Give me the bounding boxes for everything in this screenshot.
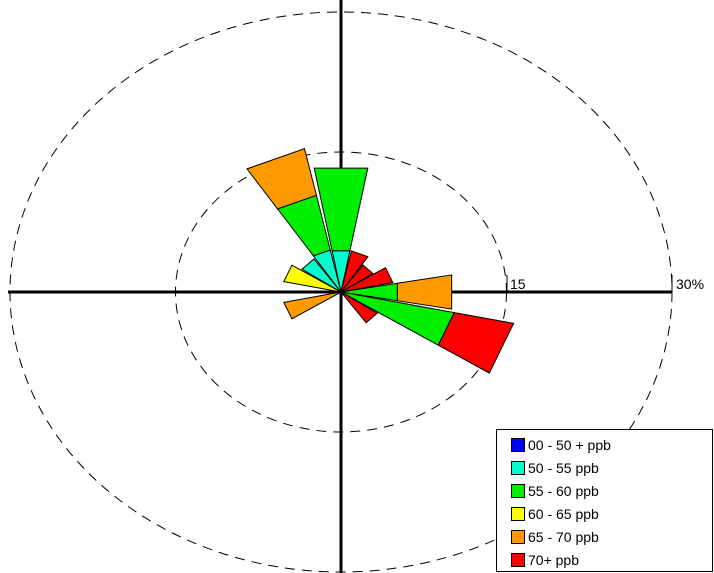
sector-wnw-band-3 [283,264,342,293]
sector-ne-band-5 [340,264,374,293]
legend-label-2: 55 - 60 ppb [528,483,599,499]
legend: 00 - 50 + ppb 50 - 55 ppb 55 - 60 ppb 60… [496,429,713,572]
ring-label-15: 15 [510,276,526,292]
ring-label-30: 30% [676,276,704,292]
sector-wsw-band-4 [283,291,342,320]
legend-item-2: 55 - 60 ppb [511,482,599,500]
sector-nne-band-5 [340,250,369,293]
legend-swatch-5 [511,553,525,567]
sector-group [246,148,515,374]
sector-n-band-2 [313,167,369,252]
legend-swatch-4 [511,530,525,544]
legend-label-4: 65 - 70 ppb [528,529,599,545]
sector-se-band-5 [340,291,379,324]
legend-label-5: 70+ ppb [528,552,579,568]
legend-swatch-1 [511,461,525,475]
legend-label-0: 00 - 50 + ppb [528,437,611,453]
legend-item-5: 70+ ppb [511,551,579,569]
sector-nw-band-1 [301,258,342,293]
sector-nnw-band-4 [246,148,317,210]
sector-ese-band-5 [437,312,515,374]
legend-item-1: 50 - 55 ppb [511,459,599,477]
legend-item-0: 00 - 50 + ppb [511,436,611,454]
legend-item-3: 60 - 65 ppb [511,505,599,523]
sector-ene-band-5 [340,267,394,293]
legend-swatch-0 [511,438,525,452]
sector-e-band-4 [396,274,453,310]
legend-label-3: 60 - 65 ppb [528,506,599,522]
legend-swatch-3 [511,507,525,521]
legend-item-4: 65 - 70 ppb [511,528,599,546]
legend-label-1: 50 - 55 ppb [528,460,599,476]
legend-swatch-2 [511,484,525,498]
